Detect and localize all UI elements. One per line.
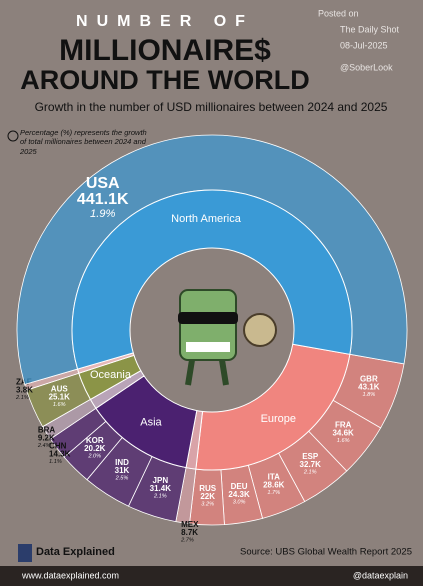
country-label: CHN: [49, 441, 67, 450]
note: Percentage (%) represents the growth of …: [20, 128, 147, 156]
watermark-line: The Daily Shot: [340, 24, 400, 34]
region-label: North America: [171, 213, 242, 225]
country-label: GBR: [360, 374, 378, 383]
value-label: 32.7K: [300, 460, 322, 469]
growth-label: 3.2%: [201, 502, 214, 508]
country-label: KOR: [86, 436, 104, 445]
region-slice: [71, 189, 353, 370]
growth-label: 1.6%: [337, 438, 350, 444]
value-label: 31.4K: [150, 484, 172, 493]
region-slice: [195, 343, 351, 471]
country-label: AUS: [51, 385, 69, 394]
money-bag: [243, 313, 277, 347]
region-label: Europe: [261, 413, 296, 425]
country-label: JPN: [153, 476, 169, 485]
value-label: 14.3K: [49, 449, 71, 458]
growth-label: 2.1%: [15, 395, 29, 401]
note-icon: [7, 130, 19, 142]
growth-label: 2.5%: [115, 475, 129, 481]
value-label: 3.8K: [16, 385, 33, 394]
mascot-legs: [185, 359, 229, 386]
country-label: ESP: [302, 452, 319, 461]
website: www.dataexplained.com: [21, 570, 119, 580]
value-label: 34.6K: [332, 428, 354, 437]
region-label: Oceania: [90, 369, 132, 381]
value-label: 22K: [200, 492, 215, 501]
country-label: ITA: [268, 472, 281, 481]
subtitle: Growth in the number of USD millionaires…: [35, 100, 388, 114]
footer-bar: [0, 566, 423, 586]
value-label: 43.1K: [358, 382, 380, 391]
kicker: NUMBER OF: [76, 13, 254, 30]
brand-logo: [18, 544, 32, 562]
mascot-glasses: [178, 312, 238, 324]
country-label: FRA: [335, 420, 352, 429]
value-label: 24.3K: [228, 490, 250, 499]
value-label: 441.1K: [77, 191, 129, 208]
growth-label: 2.1%: [153, 493, 167, 499]
growth-label: 1.9%: [90, 208, 116, 220]
country-label: USA: [86, 175, 120, 192]
brand: Data Explained: [36, 546, 115, 558]
growth-label: 1.7%: [267, 490, 280, 496]
region-label: Asia: [140, 417, 162, 429]
country-label: IND: [115, 458, 129, 467]
growth-label: 2.4%: [37, 443, 51, 449]
chart-title: MILLIONAIRE$: [59, 34, 271, 67]
growth-label: 2.0%: [87, 454, 101, 460]
watermark-line: Posted on: [318, 8, 359, 18]
country-label: MEX: [181, 520, 199, 529]
mascot: [178, 289, 277, 386]
growth-label: 2.7%: [180, 537, 194, 543]
country-label: RUS: [199, 484, 217, 493]
value-label: 31K: [115, 466, 130, 475]
chart-title-line2: AROUND THE WORLD: [20, 65, 309, 95]
growth-label: 1.6%: [53, 402, 66, 408]
country-label: DEU: [231, 482, 248, 491]
value-label: 9.2K: [38, 433, 55, 442]
value-label: 25.1K: [49, 393, 71, 402]
growth-label: 1.8%: [362, 392, 375, 398]
watermark-line: 08-Jul-2025: [340, 40, 388, 50]
note-box: Percentage (%) represents the growth of …: [20, 128, 147, 156]
growth-label: 2.1%: [303, 470, 317, 476]
watermark: Posted on The Daily Shot 08-Jul-2025 @So…: [318, 8, 400, 72]
watermark-line: @SoberLook: [340, 62, 393, 72]
country-label: BRA: [38, 425, 56, 434]
handle: @dataexplain: [353, 570, 408, 580]
value-label: 20.2K: [84, 444, 106, 453]
growth-label: 1.1%: [49, 459, 62, 465]
value-label: 8.7K: [181, 528, 198, 537]
source: Source: UBS Global Wealth Report 2025: [240, 547, 412, 558]
rings: GBR43.1K1.8%FRA34.6K1.6%ESP32.7K2.1%ITA2…: [15, 134, 408, 543]
value-label: 28.6K: [263, 480, 285, 489]
growth-label: 3.0%: [233, 499, 246, 505]
mascot-band: [186, 342, 230, 352]
